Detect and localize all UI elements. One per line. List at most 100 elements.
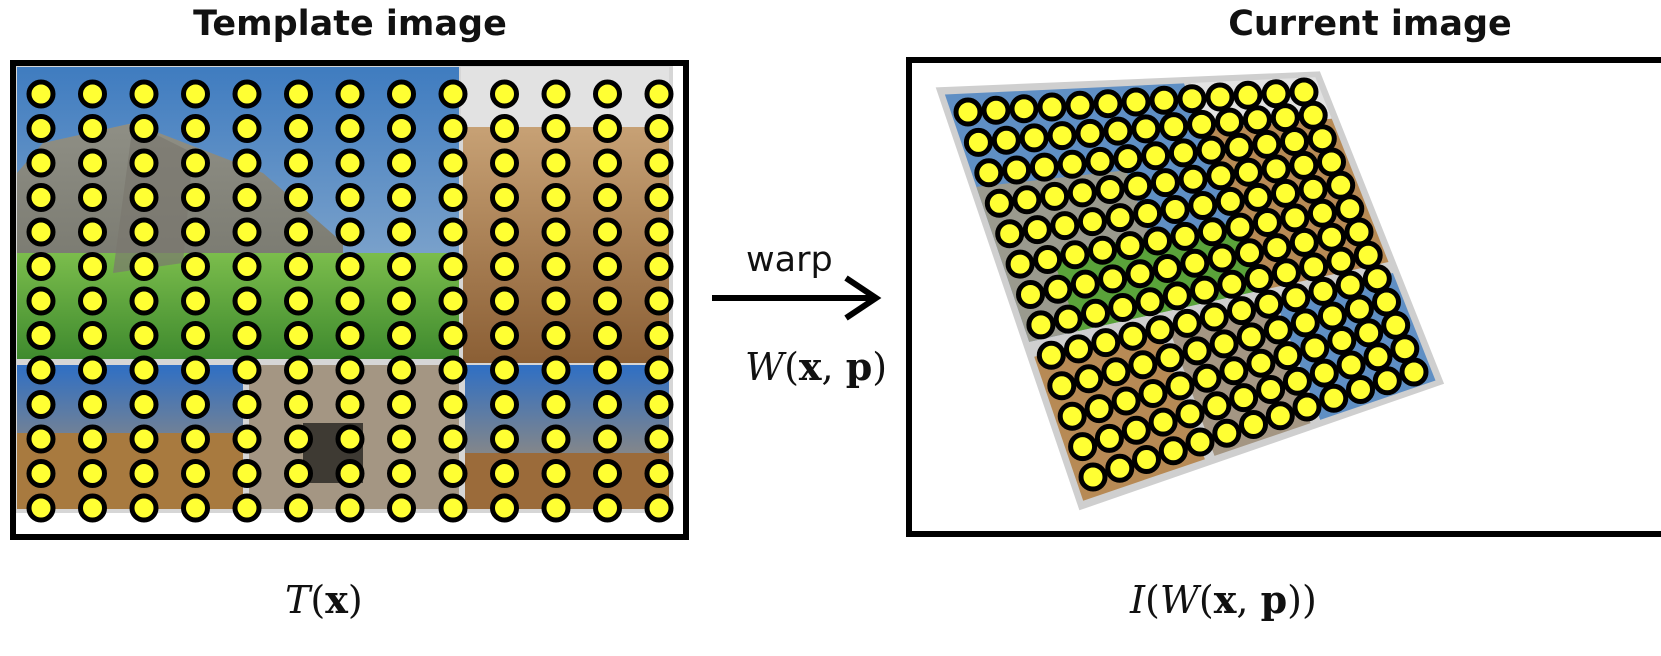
current-point: [1105, 453, 1135, 483]
template-point: [129, 321, 159, 350]
current-point: [1050, 211, 1080, 241]
current-point: [1209, 329, 1239, 359]
current-point: [1235, 238, 1264, 268]
template-point: [438, 424, 468, 454]
current-point: [1215, 186, 1245, 216]
current-point: [1026, 310, 1056, 340]
template-point: [644, 148, 674, 178]
current-point: [1145, 315, 1175, 345]
template-point: [438, 183, 468, 212]
template-image-title: Template image: [193, 4, 507, 44]
current-point: [1282, 366, 1312, 396]
template-point: [490, 148, 519, 178]
current-point: [1131, 114, 1161, 144]
template-point: [181, 114, 210, 143]
template-point: [78, 321, 107, 350]
current-point: [1390, 334, 1420, 364]
current-point: [1280, 127, 1309, 156]
template-point: [644, 459, 674, 488]
template-point: [593, 493, 622, 523]
template-point: [284, 114, 313, 143]
current-point: [1346, 375, 1375, 404]
current-point: [1057, 401, 1087, 431]
current-point: [1381, 310, 1411, 340]
template-point: [284, 355, 313, 385]
template-point: [541, 114, 571, 143]
current-point: [1029, 152, 1059, 182]
template-point: [438, 252, 468, 281]
template-point: [26, 493, 56, 523]
current-point: [1271, 178, 1300, 208]
template-point: [78, 217, 107, 247]
template-point: [129, 79, 159, 109]
current-point: [1033, 245, 1063, 274]
template-point: [78, 390, 107, 419]
template-point: [387, 217, 416, 247]
current-point: [1094, 423, 1124, 453]
template-point: [284, 79, 313, 109]
warp-label: warp: [746, 240, 833, 280]
template-point: [284, 286, 313, 316]
current-point: [1372, 287, 1401, 317]
current-point: [1040, 181, 1070, 211]
template-point: [335, 390, 365, 419]
template-point: [387, 114, 416, 143]
template-point: [593, 355, 622, 385]
template-point: [644, 321, 674, 350]
current-point: [1300, 333, 1330, 363]
current-point: [1168, 138, 1198, 168]
template-point: [335, 217, 365, 247]
current-point: [1088, 235, 1117, 265]
current-point: [1362, 264, 1392, 294]
current-point: [1143, 226, 1172, 256]
current-point: [1074, 364, 1104, 394]
template-point: [335, 424, 365, 454]
template-point: [284, 252, 313, 281]
current-point: [1067, 178, 1097, 208]
current-point: [1158, 436, 1188, 466]
current-point: [1160, 195, 1190, 224]
current-point: [1212, 418, 1242, 448]
template-feature-points: [26, 79, 674, 523]
current-point: [1227, 296, 1256, 326]
current-point: [1290, 308, 1320, 338]
current-point: [1207, 243, 1237, 273]
current-point: [1093, 89, 1123, 119]
current-point: [1081, 298, 1110, 328]
template-point: [26, 114, 56, 143]
template-point: [644, 114, 674, 143]
template-point: [387, 493, 416, 523]
template-point: [232, 493, 262, 523]
template-point: [541, 217, 571, 247]
template-point: [26, 424, 56, 454]
current-point: [1236, 322, 1266, 352]
current-point: [1319, 383, 1349, 413]
template-point: [644, 493, 674, 523]
current-point: [1103, 116, 1133, 146]
current-point: [1125, 259, 1155, 289]
template-point: [181, 390, 210, 419]
current-point: [1309, 358, 1339, 388]
template-point: [387, 252, 416, 281]
template-point: [593, 459, 622, 488]
template-point: [129, 424, 159, 454]
current-point: [1068, 432, 1098, 462]
template-point: [78, 355, 107, 385]
current-point: [984, 188, 1014, 218]
current-point: [1256, 375, 1286, 404]
current-point: [1270, 103, 1300, 133]
current-point: [1262, 233, 1292, 263]
current-point: [1307, 124, 1337, 154]
current-point: [1036, 340, 1066, 370]
template-point: [335, 79, 365, 109]
current-point: [1225, 212, 1255, 242]
current-point: [1138, 379, 1168, 408]
current-point: [1022, 215, 1052, 245]
template-point: [593, 390, 622, 419]
current-point: [1065, 90, 1095, 120]
current-point: [1187, 109, 1217, 139]
current-point: [1019, 123, 1049, 153]
template-point: [284, 459, 313, 488]
current-point: [963, 127, 993, 157]
current-point: [991, 125, 1021, 155]
